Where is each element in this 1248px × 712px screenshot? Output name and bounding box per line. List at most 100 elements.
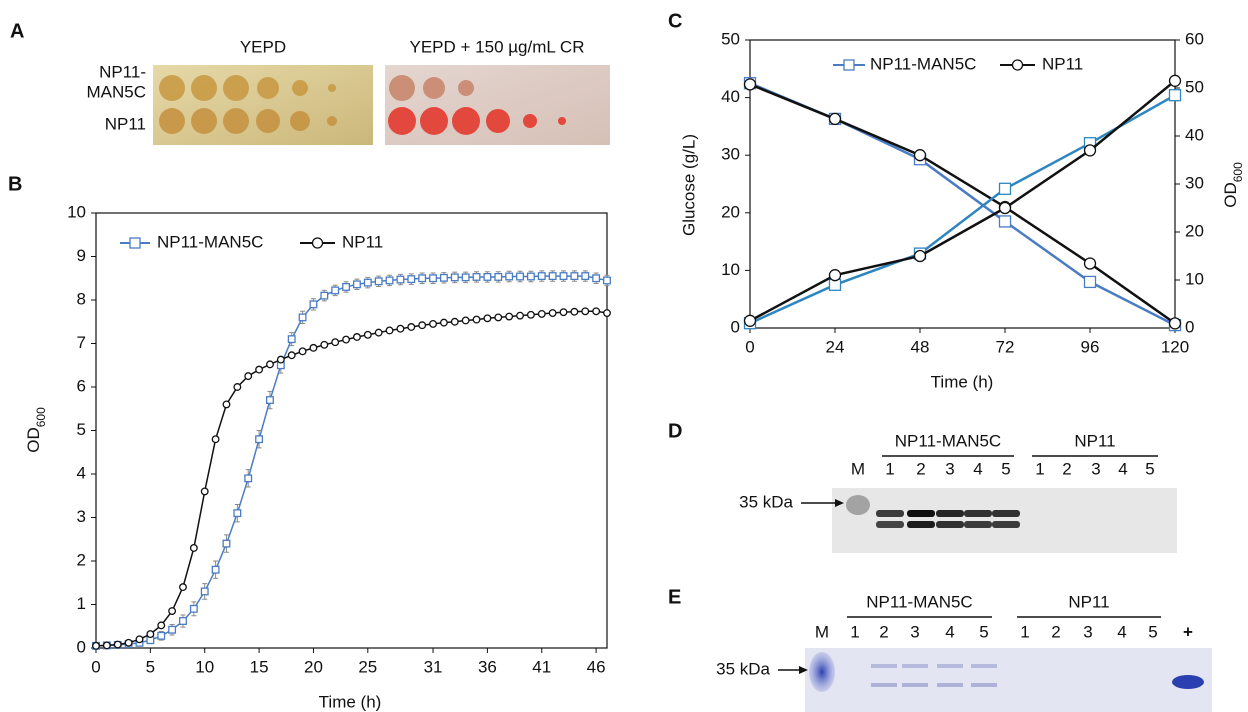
y-axis-title: Glucose (g/L) <box>679 134 698 236</box>
panel-letter: B <box>8 173 22 195</box>
colony-spot <box>223 75 249 101</box>
marker <box>559 272 568 281</box>
marker <box>450 317 459 326</box>
gel-band <box>871 683 897 687</box>
marker <box>374 328 383 337</box>
marker <box>113 640 122 649</box>
marker <box>342 282 351 291</box>
marker <box>1083 257 1097 270</box>
marker <box>548 309 557 317</box>
colony-spot <box>159 108 185 134</box>
marker <box>352 280 361 289</box>
y-tick-label: 8 <box>77 289 86 308</box>
marker <box>385 326 394 335</box>
lane-label: 4 <box>945 622 954 641</box>
plate-yepd <box>153 65 373 145</box>
marker <box>581 272 590 281</box>
y2-tick-label: 0 <box>1185 317 1194 336</box>
panel-letter: E <box>668 586 681 608</box>
marker <box>266 360 274 369</box>
x-axis-title: Time (h) <box>931 372 994 391</box>
strain-label: NP11 <box>105 114 146 133</box>
size-marker: 35 kDa <box>739 492 793 511</box>
lane-label: 1 <box>850 622 859 641</box>
marker <box>743 314 757 327</box>
marker <box>189 604 198 613</box>
colony-spot <box>223 108 249 134</box>
y2-tick-label: 10 <box>1185 269 1204 288</box>
marker <box>222 400 231 409</box>
marker <box>309 300 318 309</box>
gel-band <box>902 664 928 668</box>
lane-label: 1 <box>1020 622 1029 641</box>
y-tick-label: 9 <box>77 246 86 265</box>
gel-band <box>876 510 904 517</box>
condition-label: YEPD <box>240 37 286 56</box>
lane-label: 3 <box>945 459 954 478</box>
arrow-head <box>799 666 808 674</box>
series-line <box>749 79 1176 322</box>
marker <box>743 78 757 91</box>
gel-band <box>992 521 1020 528</box>
marker <box>102 641 111 650</box>
marker <box>124 638 133 647</box>
colony-spot <box>388 107 416 135</box>
marker <box>418 321 427 330</box>
y-tick-label: 5 <box>77 420 86 439</box>
marker <box>526 310 535 319</box>
marker <box>320 340 329 349</box>
marker <box>429 319 437 328</box>
plate-cr <box>385 65 610 145</box>
y-tick-label: 1 <box>77 594 86 613</box>
marker <box>592 307 601 316</box>
marker <box>1083 144 1097 157</box>
marker <box>581 307 590 316</box>
marker <box>828 112 842 126</box>
y-tick-label: 6 <box>77 376 86 395</box>
marker <box>843 59 855 71</box>
x-tick-label: 48 <box>911 337 930 356</box>
gel-band <box>937 664 963 668</box>
marker <box>146 630 155 639</box>
colony-spot <box>458 80 474 96</box>
colony-spot <box>191 75 217 101</box>
y-axis-title-sub: 600 <box>34 407 48 427</box>
marker <box>342 335 351 344</box>
marker <box>266 396 274 404</box>
strain-label: MAN5C <box>86 82 146 101</box>
marker <box>309 343 318 352</box>
marker <box>363 330 372 339</box>
y-tick-label: 7 <box>77 333 86 352</box>
marker <box>374 277 383 286</box>
size-marker: 35 kDa <box>716 659 770 678</box>
series-line <box>749 83 1176 325</box>
gel-band-positive <box>1172 675 1204 689</box>
marker <box>92 641 100 650</box>
marker <box>352 333 361 341</box>
y-tick-label: 30 <box>721 145 740 164</box>
x-axis-title: Time (h) <box>319 692 382 711</box>
marker <box>233 509 242 518</box>
lane-label: 3 <box>1091 459 1100 478</box>
colony-spot <box>327 116 337 126</box>
lane-label: 4 <box>973 459 982 478</box>
gel-marker <box>809 652 835 692</box>
x-tick-label: 96 <box>1081 337 1100 356</box>
colony-spot <box>452 107 480 135</box>
marker <box>179 583 187 592</box>
marker <box>211 435 220 444</box>
lane-label: 2 <box>879 622 888 641</box>
x-tick-label: 24 <box>826 337 845 356</box>
arrow-head <box>835 499 844 507</box>
marker <box>200 487 209 496</box>
marker <box>526 272 535 281</box>
marker <box>255 365 264 374</box>
y-tick-label: 0 <box>77 637 86 656</box>
gel-band <box>936 510 964 517</box>
marker <box>298 347 307 356</box>
marker <box>592 274 601 283</box>
gel-band <box>871 664 897 668</box>
marker <box>331 338 340 347</box>
legend-label: NP11-MAN5C <box>870 54 976 73</box>
